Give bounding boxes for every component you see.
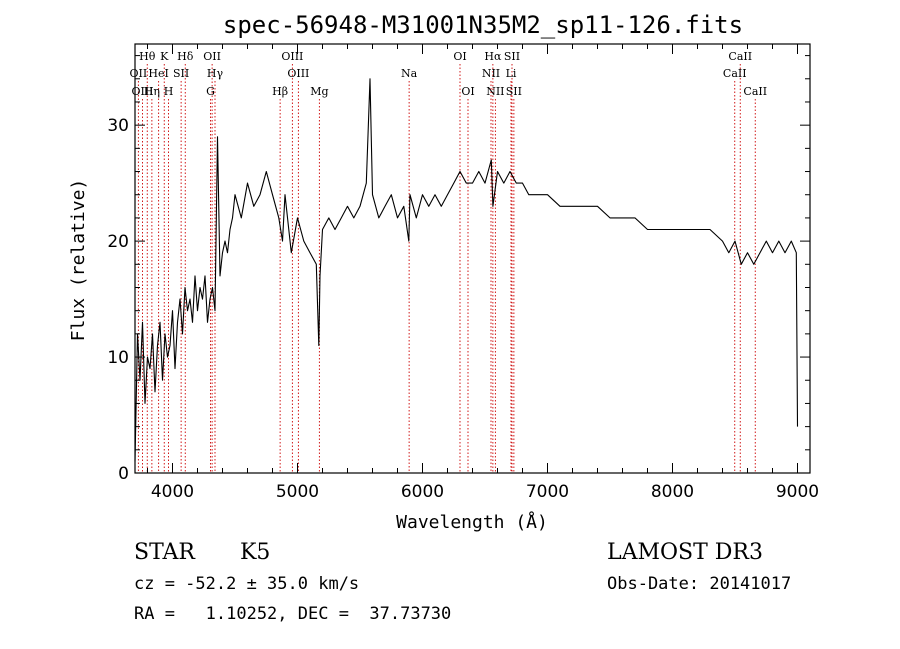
line-marker-label: Na xyxy=(401,67,418,80)
obs-date-text: Obs-Date: 20141017 xyxy=(607,574,792,594)
line-marker-label: Mg xyxy=(310,85,328,98)
line-marker-label: H xyxy=(164,85,174,98)
x-tick-label: 4000 xyxy=(151,482,194,502)
line-marker-label: Li xyxy=(506,67,517,80)
line-marker-label: HeI xyxy=(148,67,168,80)
line-marker-label: OIII xyxy=(287,67,309,80)
radec-text: RA = 1.10252, DEC = 37.73730 xyxy=(134,604,452,624)
y-tick-label: 10 xyxy=(107,348,129,368)
object-class: STAR xyxy=(134,540,195,565)
y-tick-label: 0 xyxy=(118,464,129,484)
x-tick-label: 7000 xyxy=(526,482,569,502)
y-axis-title: Flux (relative) xyxy=(68,179,89,342)
x-tick-label: 9000 xyxy=(776,482,819,502)
line-marker-label: CaII xyxy=(743,85,767,98)
line-marker-label: NII xyxy=(486,85,504,98)
line-marker-label: NII xyxy=(482,67,500,80)
line-marker-label: CaII xyxy=(728,50,752,63)
line-marker-label: Hβ xyxy=(272,85,288,98)
line-marker-label: OI xyxy=(461,85,474,98)
line-marker-label: K xyxy=(160,50,169,63)
spectrum-line xyxy=(134,78,799,462)
line-marker-label: CaII xyxy=(723,67,747,80)
y-tick-label: 20 xyxy=(107,232,129,252)
line-marker-label: G xyxy=(206,85,215,98)
line-marker-label: Hη xyxy=(144,85,160,98)
line-marker-label: Hθ xyxy=(139,50,156,63)
line-marker-label: OIII xyxy=(281,50,303,63)
x-axis-title: Wavelength (Å) xyxy=(396,511,548,533)
line-marker-label: SII xyxy=(504,50,520,63)
plot-frame xyxy=(134,43,811,474)
chart-title: spec-56948-M31001N35M2_sp11-126.fits xyxy=(223,11,743,39)
line-marker-label: OI xyxy=(453,50,466,63)
line-marker-label: OII xyxy=(130,67,148,80)
object-subclass: K5 xyxy=(240,540,271,565)
line-marker-label: OII xyxy=(203,50,221,63)
x-tick-label: 8000 xyxy=(651,482,694,502)
y-tick-label: 30 xyxy=(107,116,129,136)
line-marker-label: Hγ xyxy=(207,67,224,80)
x-tick-label: 6000 xyxy=(401,482,444,502)
line-marker-label: SII xyxy=(173,67,189,80)
line-marker-label: OIII xyxy=(131,85,153,98)
x-tick-label: 5000 xyxy=(276,482,319,502)
line-marker-label: SII xyxy=(506,85,522,98)
redshift-text: cz = -52.2 ± 35.0 km/s xyxy=(134,574,360,594)
line-marker-label: Hα xyxy=(484,50,502,63)
line-marker-label: Hδ xyxy=(177,50,194,63)
axis-ticks: 4000 5000 6000 7000 8000 9000 0 10 20 30 xyxy=(107,44,819,502)
survey-label: LAMOST DR3 xyxy=(607,540,763,565)
